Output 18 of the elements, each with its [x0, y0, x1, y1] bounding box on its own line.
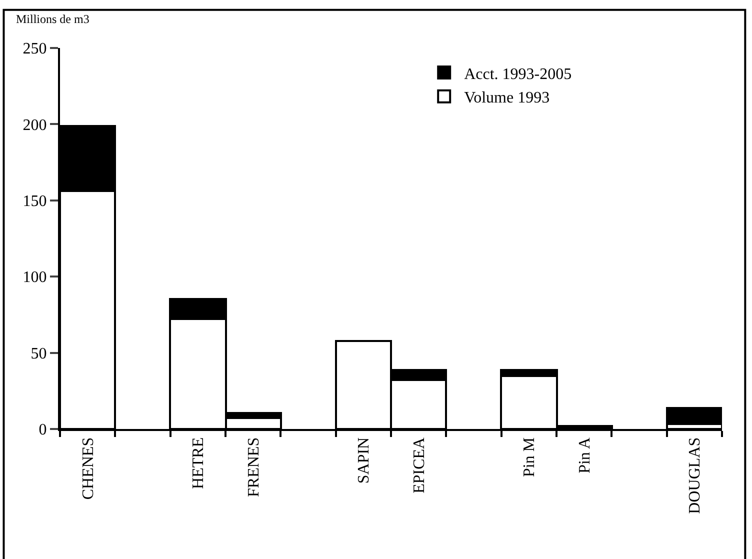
- x-tick-label: HETRE: [190, 437, 208, 489]
- x-tick-label: EPICEA: [410, 436, 428, 494]
- y-tick-label: 150: [22, 193, 47, 210]
- y-tick-label: 250: [22, 40, 47, 58]
- x-tick-label: Pin A: [576, 436, 594, 474]
- x-tick-label: CHENES: [80, 437, 97, 500]
- y-tick-label: 100: [22, 269, 47, 286]
- bar: [666, 407, 722, 425]
- x-tick-label: SAPIN: [356, 436, 373, 484]
- y-tick-label: 200: [22, 116, 47, 134]
- y-tick-label: 0: [38, 422, 47, 439]
- legend-label: Volume 1993: [464, 90, 550, 107]
- x-tick-label: Pin M: [521, 437, 538, 477]
- x-tick-label: DOUGLAS: [686, 437, 704, 514]
- y-tick-label: 50: [30, 345, 47, 362]
- x-tick-label: FRENES: [245, 437, 262, 497]
- y-axis-title: Millions de m3: [16, 12, 90, 26]
- legend-label: Acct. 1993-2005: [464, 66, 572, 83]
